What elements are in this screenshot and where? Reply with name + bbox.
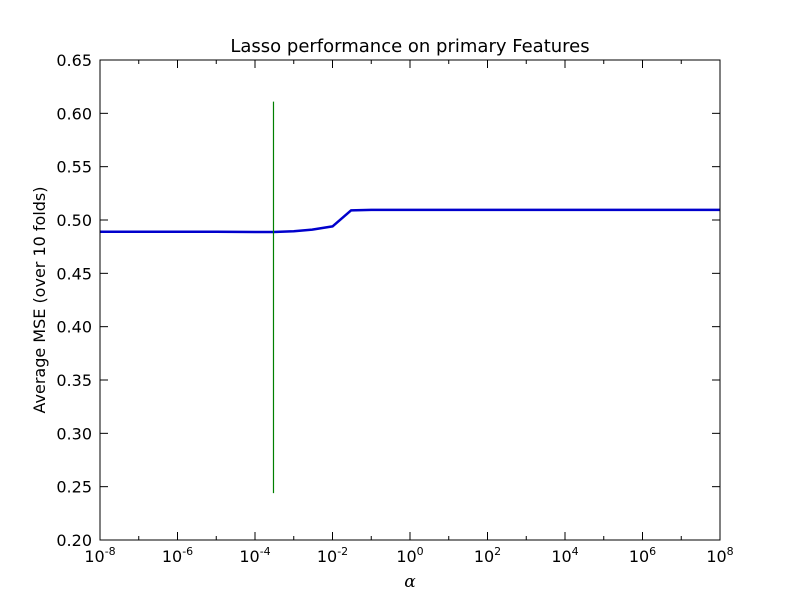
y-tick-label: 0.20 (56, 531, 92, 550)
x-tick-label: 104 (551, 545, 578, 566)
y-tick-label: 0.45 (56, 264, 92, 283)
y-tick-label: 0.40 (56, 318, 92, 337)
x-tick-label: 10-2 (317, 545, 348, 566)
y-tick-label: 0.35 (56, 371, 92, 390)
x-axis-label: α (404, 572, 416, 592)
plot-frame (99, 59, 721, 541)
y-tick-label: 0.55 (56, 158, 92, 177)
ticks-layer: 10-8 10-6 10-4 10-2 100 102 104 106 108 0.20 0.25 0… (56, 51, 733, 566)
x-tick-label: 10-6 (162, 545, 193, 566)
y-axis-label: Average MSE (over 10 folds) (30, 187, 49, 414)
series-line-0 (100, 208, 720, 234)
chart-title: Lasso performance on primary Features (230, 36, 589, 57)
plot-layer (100, 101, 720, 494)
x-tick-label: 108 (706, 545, 733, 566)
y-tick-label: 0.50 (56, 211, 92, 230)
x-tick-label: 10-8 (84, 545, 115, 566)
y-tick-label: 0.60 (56, 104, 92, 123)
x-tick-label: 102 (474, 545, 501, 566)
y-tick-label: 0.25 (56, 478, 92, 497)
x-tick-label: 106 (629, 545, 656, 566)
y-tick-label: 0.65 (56, 51, 92, 70)
x-tick-label: 10-4 (239, 545, 270, 566)
x-tick-label: 100 (396, 545, 423, 566)
y-tick-label: 0.30 (56, 424, 92, 443)
